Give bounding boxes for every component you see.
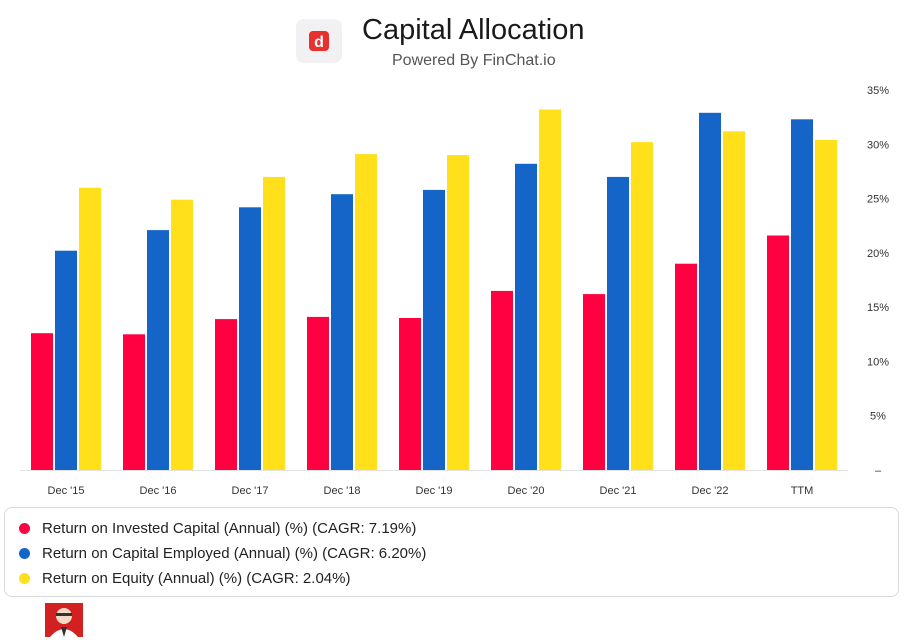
legend-swatch-roic	[19, 522, 30, 534]
y-tick-label: 15%	[867, 302, 889, 314]
logo-d-icon: d	[309, 31, 329, 51]
y-tick-label: 25%	[867, 194, 889, 206]
bar-series-0-0[interactable]	[31, 333, 53, 470]
legend-cagr-roe: (CAGR: 2.04%)	[246, 569, 351, 587]
legend-cagr-roce: (CAGR: 6.20%)	[322, 544, 427, 562]
x-tick-label: Dec '19	[416, 485, 453, 497]
y-tick-label: 5%	[870, 411, 886, 423]
bar-series-2-7[interactable]	[723, 131, 745, 471]
legend-swatch-roe	[19, 572, 30, 584]
chart-title: Capital Allocation	[362, 14, 585, 46]
y-tick-label: 10%	[867, 356, 889, 368]
legend-label-roce: Return on Capital Employed (Annual) (%)	[42, 544, 318, 562]
bar-chart: – 5% 10% 15% 20% 25% 30% 35% Dec '15 Dec '16 Dec '…	[20, 85, 889, 497]
bar-series-2-4[interactable]	[447, 155, 469, 470]
legend-label-roic: Return on Invested Capital (Annual) (%)	[42, 519, 308, 537]
avatar-icon	[45, 603, 83, 637]
x-tick-label: Dec '21	[600, 485, 637, 497]
bar-series-0-8[interactable]	[767, 235, 789, 471]
bar-series-0-2[interactable]	[215, 319, 237, 470]
chart-legend: Return on Invested Capital (Annual) (%) …	[4, 507, 899, 597]
y-tick-label: 20%	[867, 248, 889, 260]
y-tick-label: 30%	[867, 139, 889, 151]
bar-series-1-5[interactable]	[515, 163, 537, 471]
legend-item-roe[interactable]: Return on Equity (Annual) (%) (CAGR: 2.0…	[19, 567, 350, 589]
bar-series-2-1[interactable]	[171, 199, 193, 470]
bar-series-1-8[interactable]	[791, 119, 813, 471]
y-tick-label: –	[875, 465, 882, 477]
x-tick-label: Dec '16	[140, 485, 177, 497]
bar-series-2-0[interactable]	[79, 187, 101, 470]
x-tick-label: Dec '18	[324, 485, 361, 497]
chart-header: d Capital Allocation Powered By FinChat.…	[0, 0, 904, 80]
bar-series-1-4[interactable]	[423, 189, 445, 470]
bar-series-0-3[interactable]	[307, 316, 329, 470]
chart-subtitle: Powered By FinChat.io	[392, 52, 556, 69]
bar-series-0-1[interactable]	[123, 334, 145, 470]
bar-series-1-3[interactable]	[331, 194, 353, 470]
x-tick-label: Dec '17	[232, 485, 269, 497]
bar-series-0-7[interactable]	[675, 263, 697, 470]
bar-series-1-7[interactable]	[699, 112, 721, 471]
x-tick-label: Dec '20	[508, 485, 545, 497]
bar-series-1-0[interactable]	[55, 250, 77, 470]
legend-item-roce[interactable]: Return on Capital Employed (Annual) (%) …	[19, 542, 426, 564]
bar-series-1-6[interactable]	[607, 176, 629, 470]
bar-series-2-5[interactable]	[539, 109, 561, 471]
bar-series-0-6[interactable]	[583, 294, 605, 470]
x-tick-label: Dec '22	[692, 485, 729, 497]
legend-item-roic[interactable]: Return on Invested Capital (Annual) (%) …	[19, 517, 416, 539]
bar-series-0-5[interactable]	[491, 290, 513, 470]
x-tick-label: Dec '15	[48, 485, 85, 497]
legend-label-roe: Return on Equity (Annual) (%)	[42, 569, 243, 587]
bar-series-2-2[interactable]	[263, 176, 285, 470]
legend-swatch-roce	[19, 547, 30, 559]
bar-series-2-8[interactable]	[815, 139, 837, 470]
bar-series-1-1[interactable]	[147, 230, 169, 470]
bar-series-0-4[interactable]	[399, 318, 421, 470]
y-tick-label: 35%	[867, 85, 889, 97]
bar-series-1-2[interactable]	[239, 207, 261, 471]
logo-letter: d	[314, 34, 324, 51]
x-tick-label: TTM	[791, 485, 814, 497]
finchat-logo: d	[296, 19, 342, 63]
legend-cagr-roic: (CAGR: 7.19%)	[312, 519, 417, 537]
bar-series-2-3[interactable]	[355, 154, 377, 470]
bar-series-2-6[interactable]	[631, 142, 653, 470]
